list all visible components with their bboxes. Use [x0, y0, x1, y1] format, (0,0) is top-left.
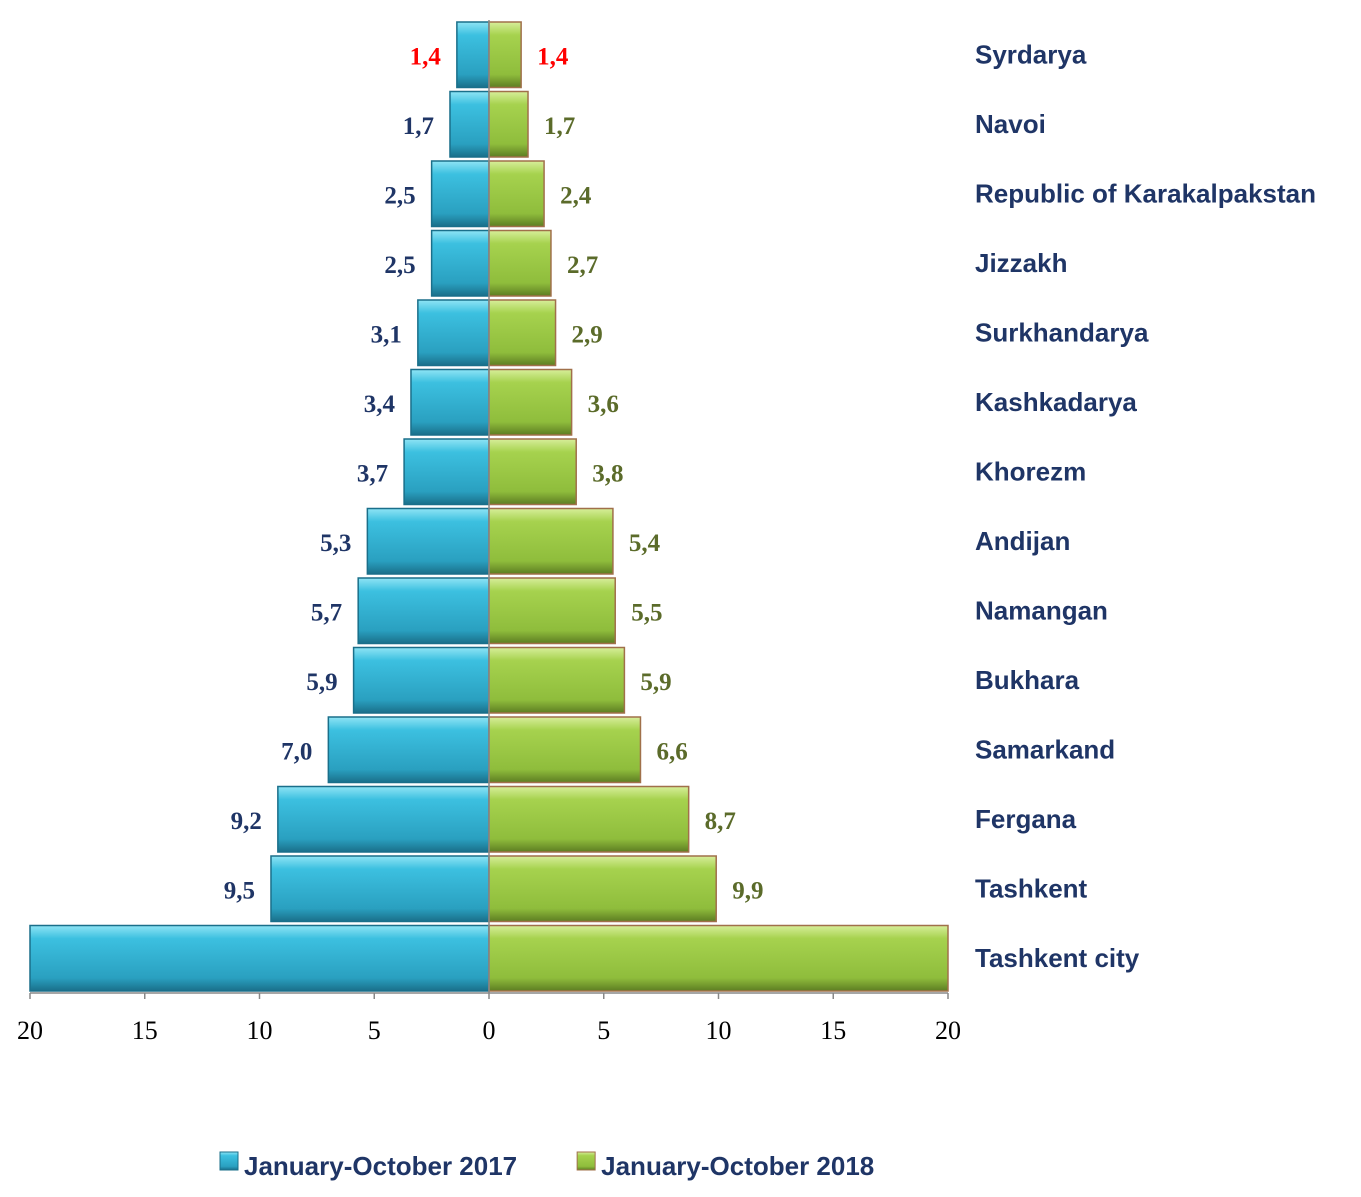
- data-label: 3,6: [588, 391, 619, 418]
- x-tick-label: 20: [17, 1016, 43, 1045]
- category-label: Andijan: [975, 526, 1070, 556]
- bar: [417, 299, 490, 367]
- bar: [488, 368, 573, 436]
- data-label: 5,3: [320, 530, 351, 557]
- data-label: 3,7: [357, 460, 388, 487]
- bar: [403, 438, 490, 506]
- bar: [410, 368, 490, 436]
- legend-swatch: [576, 1151, 596, 1171]
- category-label: Republic of Karakalpakstan: [975, 179, 1316, 209]
- data-label: 9,2: [231, 808, 262, 835]
- data-label: 3,1: [371, 321, 402, 348]
- category-label: Bukhara: [975, 665, 1080, 695]
- data-label: 6,6: [656, 738, 687, 765]
- data-label: 5,4: [629, 530, 661, 557]
- data-label: 1,4: [537, 43, 569, 70]
- category-label: Tashkent city: [975, 943, 1140, 973]
- bar: [430, 229, 490, 297]
- category-label: Jizzakh: [975, 248, 1068, 278]
- legend-label: January-October 2018: [601, 1151, 874, 1181]
- data-label: 2,5: [384, 252, 415, 279]
- bar: [488, 438, 577, 506]
- bar: [277, 785, 490, 853]
- category-label: Surkhandarya: [975, 318, 1149, 348]
- data-label: 2,7: [567, 252, 598, 279]
- category-label: Kashkadarya: [975, 387, 1137, 417]
- bar: [488, 160, 545, 228]
- bar: [488, 646, 626, 714]
- x-tick-label: 5: [368, 1016, 381, 1045]
- data-label: 5,5: [631, 599, 662, 626]
- data-label: 9,5: [224, 877, 255, 904]
- bar: [29, 924, 490, 992]
- data-label: 5,7: [311, 599, 342, 626]
- x-tick-label: 20: [935, 1016, 961, 1045]
- bar: [488, 299, 557, 367]
- data-label: 1,7: [544, 113, 575, 140]
- bar: [488, 855, 717, 923]
- category-label: Navoi: [975, 109, 1046, 139]
- bar: [352, 646, 490, 714]
- bar: [488, 507, 614, 575]
- bar: [488, 577, 616, 645]
- data-label: 8,7: [705, 808, 736, 835]
- data-label: 1,4: [410, 43, 442, 70]
- bar: [456, 21, 490, 89]
- x-tick-label: 5: [597, 1016, 610, 1045]
- bar: [488, 785, 690, 853]
- category-label: Tashkent: [975, 874, 1088, 904]
- data-label: 3,4: [364, 391, 396, 418]
- category-label: Fergana: [975, 804, 1077, 834]
- bar: [327, 716, 490, 784]
- bar: [488, 90, 529, 158]
- bar: [270, 855, 490, 923]
- data-label: 1,7: [403, 113, 434, 140]
- category-label: Samarkand: [975, 735, 1115, 765]
- legend-swatch: [219, 1151, 239, 1171]
- bar: [488, 924, 949, 992]
- x-tick-label: 15: [132, 1016, 158, 1045]
- bar: [488, 229, 552, 297]
- bar: [449, 90, 490, 158]
- bar: [357, 577, 490, 645]
- category-label: Khorezm: [975, 457, 1086, 487]
- bar: [488, 21, 522, 89]
- data-label: 2,5: [384, 182, 415, 209]
- category-label: Namangan: [975, 596, 1108, 626]
- x-tick-label: 15: [820, 1016, 846, 1045]
- bar: [366, 507, 490, 575]
- data-label: 9,9: [732, 877, 763, 904]
- legend-label: January-October 2017: [244, 1151, 517, 1181]
- x-tick-label: 10: [247, 1016, 273, 1045]
- data-label: 5,9: [640, 669, 671, 696]
- data-label: 3,8: [592, 460, 623, 487]
- data-label: 5,9: [306, 669, 337, 696]
- x-tick-label: 0: [483, 1016, 496, 1045]
- data-label: 7,0: [281, 738, 312, 765]
- x-tick-label: 10: [706, 1016, 732, 1045]
- category-label: Syrdarya: [975, 40, 1087, 70]
- bar: [488, 716, 642, 784]
- data-label: 2,4: [560, 182, 592, 209]
- bar: [430, 160, 490, 228]
- data-label: 2,9: [572, 321, 603, 348]
